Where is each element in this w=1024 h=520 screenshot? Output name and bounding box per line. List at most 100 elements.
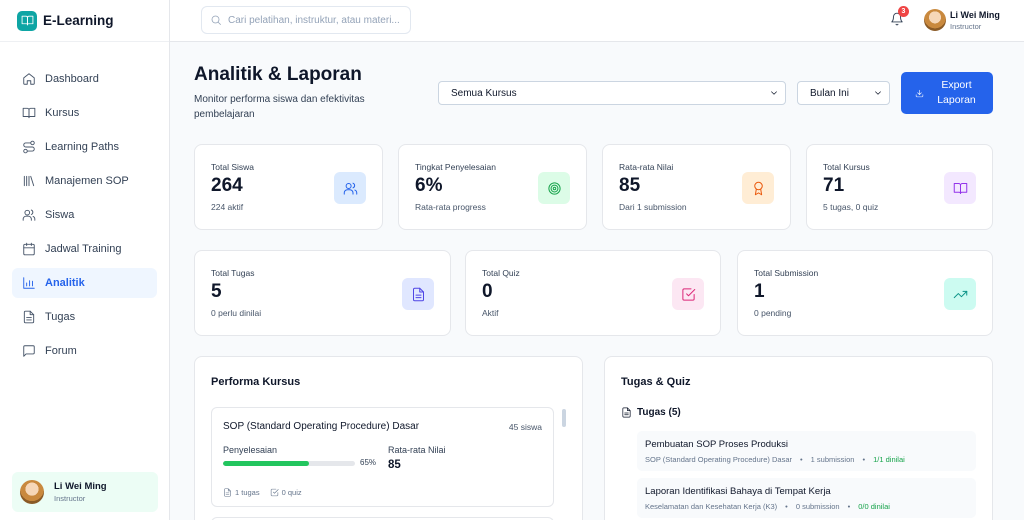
stat-value: 85 [619, 175, 641, 196]
stat-card-total-tugas: Total Tugas 5 0 perlu dinilai [194, 250, 451, 336]
task-item[interactable]: Pembuatan SOP Proses Produksi SOP (Stand… [637, 431, 976, 471]
task-item[interactable]: Laporan Identifikasi Bahaya di Tempat Ke… [637, 478, 976, 518]
topbar-user-menu[interactable]: Li Wei Ming Instructor [924, 9, 1000, 31]
chevron-down-icon [771, 91, 777, 95]
stat-value: 1 [754, 281, 765, 302]
stat-value: 0 [482, 281, 493, 302]
users-icon [334, 172, 366, 204]
completion-progress-fill [223, 461, 309, 466]
stat-label: Total Quiz [482, 268, 520, 278]
chevron-down-icon [875, 91, 881, 95]
export-report-button[interactable]: Export Laporan [901, 72, 993, 114]
grade-label: Rata-rata Nilai [388, 445, 446, 455]
stat-label: Total Kursus [823, 162, 870, 172]
check-square-icon [672, 278, 704, 310]
export-button-label: Export Laporan [937, 79, 976, 106]
sidebar-item-label: Dashboard [45, 73, 99, 85]
search-input[interactable] [228, 14, 403, 26]
stat-label: Total Submission [754, 268, 819, 278]
main-content: Analitik & Laporan Monitor performa sisw… [170, 42, 1024, 520]
avatar [924, 9, 946, 31]
home-icon [23, 73, 35, 85]
stat-sub: 0 pending [754, 308, 792, 318]
notification-badge: 3 [898, 6, 909, 17]
download-icon [915, 89, 923, 97]
stat-value: 5 [211, 281, 222, 302]
calendar-icon [23, 242, 35, 256]
task-graded: 1/1 dinilai [873, 455, 905, 464]
stat-card-total-submission: Total Submission 1 0 pending [737, 250, 993, 336]
sidebar-item-jadwal-training[interactable]: Jadwal Training [12, 234, 157, 264]
stat-value: 264 [211, 175, 243, 196]
sidebar-item-label: Siswa [45, 209, 75, 221]
stat-label: Rata-rata Nilai [619, 162, 674, 172]
topbar: 3 Li Wei Ming Instructor [170, 0, 1024, 42]
sidebar-item-dashboard[interactable]: Dashboard [12, 64, 157, 94]
course-students: 45 siswa [508, 422, 542, 432]
tasks-header-label: Tugas (5) [637, 407, 681, 418]
sidebar-item-label: Forum [45, 345, 77, 357]
award-icon [742, 172, 774, 204]
course-performance-item[interactable]: SOP (Standard Operating Procedure) Dasar… [211, 407, 554, 507]
sidebar-item-siswa[interactable]: Siswa [12, 200, 157, 230]
scrollbar-thumb[interactable] [562, 409, 566, 427]
sidebar-item-learning-paths[interactable]: Learning Paths [12, 132, 157, 162]
book-open-icon [944, 172, 976, 204]
app-name: E-Learning [43, 13, 114, 28]
sidebar-nav: Dashboard Kursus Learning Paths Manajeme… [0, 42, 169, 366]
sidebar-item-label: Tugas [45, 311, 76, 323]
sidebar-item-tugas[interactable]: Tugas [12, 302, 157, 332]
sidebar-item-label: Learning Paths [45, 141, 119, 153]
file-text-icon [23, 310, 35, 324]
course-filter-select[interactable]: Semua Kursus [438, 81, 786, 105]
sidebar-item-analitik[interactable]: Analitik [12, 268, 157, 298]
target-icon [538, 172, 570, 204]
file-text-icon [224, 488, 231, 497]
completion-label: Penyelesaian [223, 445, 278, 455]
grade-value: 85 [388, 459, 401, 471]
stat-label: Total Siswa [211, 162, 254, 172]
trending-up-icon [944, 278, 976, 310]
book-icon [22, 107, 36, 119]
stat-card-rata-rata-nilai: Rata-rata Nilai 85 Dari 1 submission [602, 144, 791, 230]
avatar [20, 480, 44, 504]
search-box[interactable] [201, 6, 411, 34]
user-role: Instructor [950, 21, 982, 31]
user-role: Instructor [54, 494, 86, 503]
tasks-section-header: Tugas (5) [621, 407, 681, 418]
search-icon [211, 15, 221, 25]
stat-label: Tingkat Penyelesaian [415, 162, 496, 172]
brand[interactable]: E-Learning [0, 0, 169, 42]
period-filter-select[interactable]: Bulan Ini [797, 81, 890, 105]
task-title: Pembuatan SOP Proses Produksi [645, 439, 788, 450]
stat-card-total-quiz: Total Quiz 0 Aktif [465, 250, 721, 336]
stat-sub: Dari 1 submission [619, 202, 687, 212]
user-name: Li Wei Ming [54, 481, 107, 492]
file-text-icon [622, 407, 631, 418]
route-icon [23, 140, 35, 154]
stat-sub: Rata-rata progress [415, 202, 486, 212]
sidebar: E-Learning Dashboard Kursus Learning Pat… [0, 0, 170, 520]
stat-sub: 224 aktif [211, 202, 244, 212]
page-title: Analitik & Laporan [194, 64, 362, 85]
sidebar-item-forum[interactable]: Forum [12, 336, 157, 366]
sidebar-user-card[interactable]: Li Wei Ming Instructor [12, 472, 158, 512]
task-submissions: 0 submission [795, 502, 840, 511]
stat-card-tingkat-penyelesaian: Tingkat Penyelesaian 6% Rata-rata progre… [398, 144, 587, 230]
stat-value: 71 [823, 175, 845, 196]
notification-button[interactable]: 3 [890, 6, 909, 26]
sidebar-item-manajemen-sop[interactable]: Manajemen SOP [12, 166, 157, 196]
task-graded: 0/0 dinilai [858, 502, 890, 511]
course-performance-panel: Performa Kursus SOP (Standard Operating … [194, 356, 583, 520]
course-tasks-count: 1 tugas [235, 488, 260, 497]
bell-icon [891, 12, 903, 26]
library-icon [23, 175, 35, 187]
users-icon [22, 209, 36, 221]
period-filter-value: Bulan Ini [810, 87, 849, 99]
sidebar-item-kursus[interactable]: Kursus [12, 98, 157, 128]
sidebar-item-label: Kursus [45, 107, 80, 119]
sidebar-item-label: Analitik [45, 277, 85, 289]
course-name: SOP (Standard Operating Procedure) Dasar [223, 421, 420, 432]
task-meta: SOP (Standard Operating Procedure) Dasar… [645, 455, 905, 464]
stat-sub: 5 tugas, 0 quiz [823, 202, 879, 212]
